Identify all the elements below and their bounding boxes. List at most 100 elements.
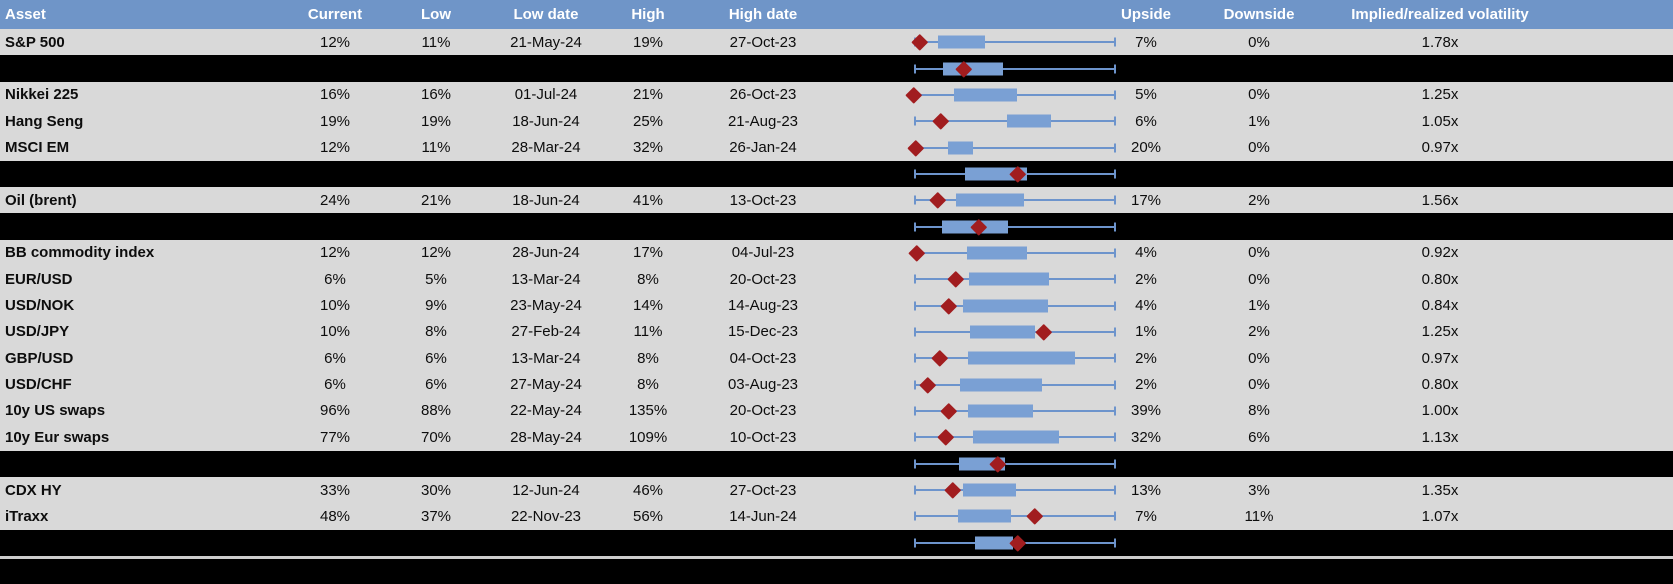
boxplot-area [911, 29, 1116, 55]
row-spacer [1562, 187, 1673, 213]
col-header-implied-realized-volatility: Implied/realized volatility [1351, 6, 1529, 23]
range-box [963, 483, 1016, 497]
implied-realized-vol-cell: 1.05x [1421, 112, 1459, 130]
high-date-cell: 13-Oct-23 [729, 191, 797, 209]
current-marker-icon [907, 139, 925, 156]
current-vol-cell [292, 530, 378, 556]
whisker-line [914, 515, 1116, 518]
table-row: Oil (brent) 24% 21% 18-Jun-24 41% 13-Oct… [0, 187, 1673, 214]
low-vol-cell: 16% [420, 86, 452, 104]
current-vol-cell: 77% [319, 428, 351, 446]
whisker-line [914, 67, 1116, 70]
implied-realized-vol-cell [1318, 161, 1562, 187]
current-vol-cell [292, 213, 378, 239]
range-box [960, 378, 1043, 392]
row-spacer [1562, 29, 1673, 55]
low-date-cell: 27-May-24 [510, 376, 582, 394]
low-date-cell [494, 213, 598, 239]
whisker-right-tick [1114, 459, 1116, 469]
whisker-left-tick [914, 353, 916, 363]
range-boxplot [828, 161, 1116, 187]
high-vol-cell: 8% [637, 270, 659, 288]
whisker-right-tick [1114, 406, 1116, 416]
table-row: CDX HY 33% 30% 12-Jun-24 46% 27-Oct-23 1… [0, 476, 1673, 504]
table-row: Nikkei 225 16% 16% 01-Jul-24 21% 26-Oct-… [0, 81, 1673, 109]
col-header-range-plot [828, 0, 1092, 29]
high-vol-cell: 56% [632, 507, 664, 525]
table-row [0, 213, 1673, 240]
boxplot-area [914, 530, 1116, 556]
whisker-left-tick [914, 222, 916, 232]
table-row [0, 529, 1673, 556]
current-vol-cell: 16% [319, 86, 351, 104]
table-row: iTraxx 48% 37% 22-Nov-23 56% 14-Jun-24 7… [0, 503, 1673, 530]
high-vol-cell: 8% [637, 349, 659, 367]
current-marker-icon [908, 244, 926, 262]
low-vol-cell: 11% [421, 139, 451, 157]
table-row: GBP/USD 6% 6% 13-Mar-24 8% 04-Oct-23 2% … [0, 345, 1673, 372]
upside-cell: 2% [1135, 270, 1157, 288]
boxplot-area [914, 55, 1116, 81]
low-date-cell: 13-Mar-24 [511, 270, 581, 288]
low-date-cell: 12-Jun-24 [512, 481, 580, 499]
high-vol-cell: 11% [633, 323, 663, 341]
range-box [969, 325, 1036, 339]
boxplot-area [914, 108, 1116, 134]
implied-realized-vol-cell [1318, 55, 1562, 81]
asset-name-cell: GBP/USD [5, 349, 74, 367]
boxplot-area [914, 292, 1116, 318]
low-date-cell [494, 161, 598, 187]
implied-realized-vol-cell: 0.80x [1421, 376, 1459, 394]
high-date-cell: 04-Oct-23 [729, 349, 797, 367]
table-row: BB commodity index 12% 12% 28-Jun-24 17%… [0, 239, 1673, 267]
whisker-left-tick [914, 511, 916, 521]
implied-realized-vol-cell: 1.56x [1421, 191, 1459, 209]
current-vol-cell: 6% [324, 376, 346, 394]
asset-name-cell: USD/NOK [5, 297, 75, 315]
whisker-right-tick [1114, 37, 1116, 47]
whisker-left-tick [914, 459, 916, 469]
implied-realized-vol-cell [1318, 451, 1562, 477]
high-vol-cell: 25% [632, 112, 664, 130]
whisker-left-tick [914, 538, 916, 548]
low-vol-cell: 19% [420, 112, 452, 130]
high-date-cell: 10-Oct-23 [729, 428, 797, 446]
asset-name-cell: EUR/USD [5, 270, 73, 288]
high-date-cell [698, 530, 828, 556]
asset-name-cell: BB commodity index [5, 244, 155, 262]
high-date-cell [698, 161, 828, 187]
boxplot-area [914, 266, 1116, 292]
boxplot-area [914, 345, 1116, 371]
current-marker-icon [932, 113, 949, 130]
whisker-left-tick [914, 195, 916, 205]
header-spacer [1562, 0, 1673, 29]
low-vol-cell [378, 213, 494, 239]
low-vol-cell: 70% [420, 428, 452, 446]
current-marker-icon [919, 376, 937, 393]
current-vol-cell: 24% [319, 191, 351, 209]
downside-cell: 0% [1248, 376, 1270, 394]
boxplot-area [914, 371, 1116, 397]
whisker-right-tick [1114, 222, 1116, 232]
asset-name-cell: USD/CHF [5, 376, 72, 394]
col-header-low: Low [421, 6, 451, 23]
current-marker-icon [940, 402, 957, 420]
high-date-cell [698, 55, 828, 81]
high-date-cell: 21-Aug-23 [727, 112, 799, 130]
table-row: USD/NOK 10% 9% 23-May-24 14% 14-Aug-23 4… [0, 292, 1673, 319]
range-box [966, 246, 1028, 260]
boxplot-area [914, 213, 1116, 239]
current-marker-icon [1027, 508, 1044, 525]
boxplot-area [914, 477, 1116, 503]
whisker-right-tick [1114, 248, 1116, 258]
whisker-left-tick [914, 301, 916, 311]
low-date-cell: 28-May-24 [510, 428, 582, 446]
table-row: 10y Eur swaps 77% 70% 28-May-24 109% 10-… [0, 424, 1673, 451]
current-vol-cell: 6% [324, 270, 346, 288]
whisker-line [914, 146, 1116, 149]
range-box [954, 88, 1017, 102]
whisker-left-tick [914, 406, 916, 416]
whisker-right-tick [1114, 169, 1116, 179]
range-boxplot [828, 134, 1116, 160]
range-box [948, 141, 973, 155]
